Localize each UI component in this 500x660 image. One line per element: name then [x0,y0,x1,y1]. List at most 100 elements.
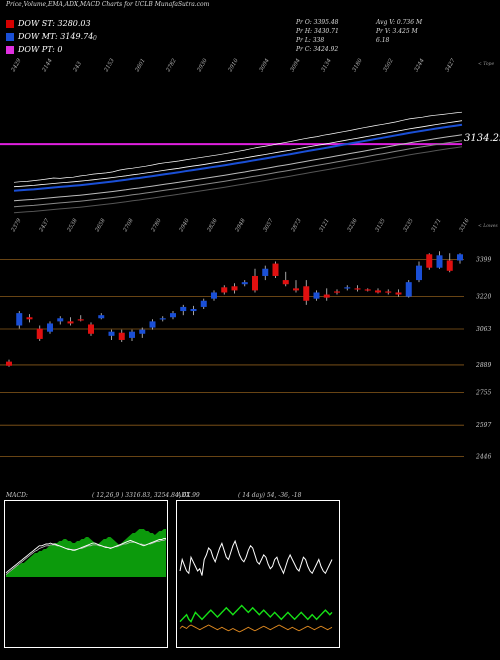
candle-body [457,254,463,261]
legend-label-pt: DOW PT: 0 [18,45,63,54]
legend-swatch-mt [6,33,14,41]
candle-body [416,265,422,281]
price-top-tick-label: 2873 [290,217,303,233]
candle-body [77,319,84,321]
candle-body [190,308,197,312]
price-top-tick-label: 3171 [431,218,443,233]
candle-body [323,294,330,298]
candle-body [375,290,381,293]
ema-top-tick-label: 3134 [321,57,333,73]
price-top-tick-label: 3057 [263,217,275,233]
candle-body [16,313,23,326]
ema-slow-line-1 [13,140,463,208]
stat-low: Pr L: 338 [296,37,325,44]
candle-body [36,328,43,339]
price-top-tick-label: 2948 [234,217,247,233]
ema-top-tick-label: 2144 [41,57,54,73]
legend-swatch-st [6,20,14,28]
price-top-tick-label: 3236 [347,217,359,233]
price-top-tick-label: 3235 [403,217,415,233]
stat-close: Pr C: 3424.92 [296,46,339,53]
candle-body [426,254,433,268]
stat-avg-volume: Avg V: 0.736 M [376,19,423,26]
candle-body [303,286,310,301]
candle-body [26,317,33,320]
macd-params: ( 12,26,9 ) 3316.83, 3254.84, 61.99 [92,492,200,499]
candle-body [293,288,299,291]
candle-body [108,331,115,336]
ema-slow-line-2 [13,134,463,202]
stat-prev-volume: Pr V: 3.425 M [376,28,418,35]
candle-body [282,280,289,285]
ema-top-tick-label: 243 [72,60,83,73]
price-top-tick-label: 2379 [10,217,23,233]
candle-body [231,286,238,291]
price-tick-label: 3063 [476,326,491,333]
candle-body [313,292,320,299]
macd-histogram [6,529,166,577]
ema-top-tick-label: 3244 [414,57,426,73]
candle-body [385,291,392,293]
ema-top-tick-label: 2429 [10,57,23,73]
close-price-line [13,111,463,183]
ema-fast-line [13,123,463,192]
candle-body [405,282,412,297]
candle-body [98,315,105,319]
candle-body [57,318,64,322]
macd-line [5,538,166,574]
candle-body [159,318,166,320]
candle-body [139,329,146,334]
candle-body [6,361,12,366]
ema-top-tick-label: 2153 [103,57,116,73]
price-chart: 2379 2437 2538 2658 2708 2780 2940 2836 2948 3057… [0,217,498,460]
legend-swatch-pt [6,46,14,54]
stat-open: Pr O: 3395.48 [296,19,339,26]
candle-body [395,292,402,295]
price-top-tick-label: 2437 [38,217,51,233]
candle-body [436,255,443,268]
price-top-tick-label: 3316 [459,217,471,233]
adx-params: ( 14 day) 54, -36, -18 [238,492,302,499]
ema-top-tick-label: 2930 [196,57,209,73]
price-top-tick-label: 3135 [375,217,387,233]
price-corner-label: < Lowes [478,223,498,229]
minus-di-line [179,624,333,633]
macd-title: MACD: [6,492,28,499]
candle-body [88,324,94,334]
candle-body [252,275,258,291]
price-top-tick-label: 2708 [122,217,135,233]
price-top-tick-label: 3121 [319,218,331,233]
candle-body [334,291,340,293]
ema-top-tick-label: 3502 [383,57,395,73]
stat-change: 6.18 [376,37,390,44]
candle-body [446,260,453,271]
candle-body [118,332,125,340]
candle-body [344,287,351,289]
adx-line [179,539,333,576]
ema-top-tick-label: 3180 [352,57,364,73]
ema-top-tick-label: 2601 [134,58,147,74]
chart-title: Price,Volume,EMA,ADX,MACD Charts for UCL… [6,1,210,8]
stat-high: Pr H: 3430.71 [296,28,339,35]
candle-body [129,331,135,338]
ema-top-tick-label: 3427 [445,57,457,73]
candle-body [272,263,279,276]
candle-body [67,321,74,324]
candle-body [149,321,156,328]
macd-chart [4,500,168,648]
candle-body [221,287,228,293]
legend-dow-st: DOW ST: 3280.03 [4,19,99,31]
price-top-tick-label: 2538 [66,217,79,233]
price-tick-label: 3399 [476,257,491,264]
plus-di-line [179,604,333,623]
candle-body [262,268,269,276]
ema-price-label: 3134.29 [464,133,500,144]
price-top-tick-label: 2836 [206,217,219,233]
candle-body [364,289,371,291]
candle-body [354,288,361,290]
price-top-tick-label: 2940 [178,217,191,233]
price-tick-label: 2446 [475,453,491,460]
small-value: 0 [93,35,97,42]
ema-top-tick-label: 3094 [290,57,302,73]
candle-body [170,313,176,318]
